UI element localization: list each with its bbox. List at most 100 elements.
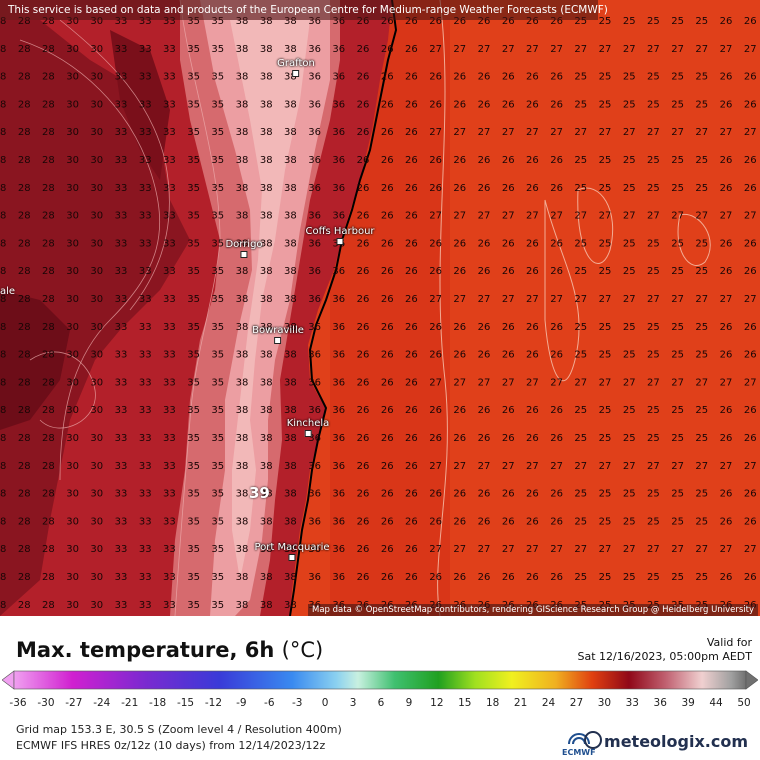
grid-temperature-value: 25 bbox=[647, 433, 660, 444]
city-dot-icon bbox=[274, 337, 282, 344]
grid-temperature-value: 38 bbox=[284, 266, 297, 277]
city-marker-bowraville[interactable]: Bowraville bbox=[252, 325, 304, 344]
scale-right-arrow-icon bbox=[745, 670, 758, 690]
grid-temperature-value: 27 bbox=[550, 544, 563, 555]
grid-temperature-value: 27 bbox=[550, 461, 563, 472]
grid-temperature-value: 30 bbox=[90, 16, 103, 27]
grid-temperature-value: 36 bbox=[308, 72, 321, 83]
grid-temperature-value: 38 bbox=[236, 266, 249, 277]
grid-temperature-value: 38 bbox=[284, 489, 297, 500]
grid-temperature-value: 36 bbox=[332, 72, 345, 83]
grid-temperature-value: 26 bbox=[381, 350, 394, 361]
grid-temperature-value: 26 bbox=[478, 238, 491, 249]
grid-temperature-value: 28 bbox=[42, 544, 55, 555]
grid-temperature-value: 27 bbox=[478, 294, 491, 305]
grid-temperature-value: 25 bbox=[695, 155, 708, 166]
city-marker-grafton[interactable]: Grafton bbox=[277, 58, 315, 77]
grid-temperature-value: 33 bbox=[163, 16, 176, 27]
grid-temperature-value: 26 bbox=[357, 489, 370, 500]
grid-temperature-value: 28 bbox=[0, 405, 6, 416]
city-marker-port-macquarie[interactable]: Port Macquarie bbox=[254, 542, 330, 561]
temperature-map[interactable]: 28 28 28 30 30 33 33 33 35 35 38 38 38 36 36 26 26 26 26 26… bbox=[0, 0, 760, 616]
grid-temperature-value: 38 bbox=[236, 294, 249, 305]
grid-temperature-value: 28 bbox=[42, 572, 55, 583]
grid-temperature-value: 26 bbox=[429, 572, 442, 583]
grid-temperature-value: 33 bbox=[163, 183, 176, 194]
grid-temperature-value: 25 bbox=[671, 183, 684, 194]
grid-temperature-value: 26 bbox=[405, 489, 418, 500]
grid-temperature-value: 26 bbox=[720, 322, 733, 333]
grid-temperature-value: 38 bbox=[284, 155, 297, 166]
meteologix-icon bbox=[584, 731, 603, 749]
grid-temperature-value: 26 bbox=[720, 72, 733, 83]
grid-temperature-value: 27 bbox=[623, 44, 636, 55]
grid-temperature-value: 26 bbox=[357, 433, 370, 444]
grid-temperature-value: 26 bbox=[405, 433, 418, 444]
grid-temperature-value: 28 bbox=[18, 99, 31, 110]
grid-temperature-value: 26 bbox=[550, 489, 563, 500]
city-marker-dorrigo[interactable]: Dorrigo bbox=[225, 239, 263, 258]
grid-temperature-value: 25 bbox=[695, 572, 708, 583]
grid-temperature-value: 30 bbox=[66, 572, 79, 583]
grid-temperature-value: 35 bbox=[187, 572, 200, 583]
grid-temperature-value: 25 bbox=[671, 238, 684, 249]
grid-temperature-value: 35 bbox=[211, 516, 224, 527]
grid-temperature-value: 26 bbox=[720, 350, 733, 361]
grid-temperature-value: 26 bbox=[744, 516, 757, 527]
grid-temperature-value: 33 bbox=[139, 127, 152, 138]
grid-temperature-value: 25 bbox=[623, 72, 636, 83]
valid-time[interactable]: Sat 12/16/2023, 05:00pm AEDT bbox=[577, 650, 753, 663]
grid-temperature-value: 33 bbox=[163, 572, 176, 583]
grid-temperature-value: 38 bbox=[260, 489, 273, 500]
grid-temperature-value: 33 bbox=[139, 572, 152, 583]
grid-temperature-value: 26 bbox=[405, 72, 418, 83]
grid-temperature-value: 38 bbox=[236, 377, 249, 388]
grid-temperature-value: 36 bbox=[308, 405, 321, 416]
grid-temperature-value: 38 bbox=[260, 544, 273, 555]
grid-temperature-value: 26 bbox=[381, 238, 394, 249]
grid-temperature-value: 30 bbox=[66, 266, 79, 277]
grid-temperature-value: 25 bbox=[623, 266, 636, 277]
grid-temperature-value: 27 bbox=[695, 294, 708, 305]
grid-temperature-value: 28 bbox=[18, 127, 31, 138]
grid-temperature-value: 26 bbox=[357, 572, 370, 583]
grid-temperature-value: 25 bbox=[599, 405, 612, 416]
grid-temperature-value: 36 bbox=[332, 155, 345, 166]
grid-temperature-value: 30 bbox=[66, 322, 79, 333]
scale-tick-label: 18 bbox=[486, 697, 500, 709]
grid-temperature-value: 38 bbox=[236, 516, 249, 527]
grid-temperature-value: 28 bbox=[18, 183, 31, 194]
grid-temperature-value: 26 bbox=[357, 127, 370, 138]
inland-darkest bbox=[0, 290, 70, 430]
grid-temperature-value: 25 bbox=[599, 350, 612, 361]
meteologix-logo[interactable]: meteologix.com bbox=[584, 731, 748, 751]
scale-tick-label: -36 bbox=[9, 697, 27, 709]
grid-temperature-value: 35 bbox=[187, 544, 200, 555]
city-marker-kinchela[interactable]: Kinchela bbox=[287, 418, 329, 437]
grid-temperature-value: 26 bbox=[720, 433, 733, 444]
grid-temperature-value: 38 bbox=[284, 350, 297, 361]
grid-temperature-value: 27 bbox=[695, 544, 708, 555]
grid-temperature-value: 27 bbox=[526, 127, 539, 138]
grid-temperature-value: 26 bbox=[550, 155, 563, 166]
city-marker-coffs-harbour[interactable]: Coffs Harbour bbox=[305, 226, 375, 245]
grid-temperature-value: 38 bbox=[284, 294, 297, 305]
grid-temperature-value: 33 bbox=[163, 72, 176, 83]
grid-temperature-value: 36 bbox=[332, 322, 345, 333]
grid-temperature-value: 27 bbox=[599, 377, 612, 388]
grid-temperature-value: 35 bbox=[187, 99, 200, 110]
grid-temperature-value: 33 bbox=[163, 238, 176, 249]
scale-tick-label: -27 bbox=[65, 697, 83, 709]
grid-temperature-value: 26 bbox=[744, 183, 757, 194]
grid-temperature-value: 36 bbox=[332, 516, 345, 527]
grid-temperature-value: 36 bbox=[332, 127, 345, 138]
grid-temperature-value: 26 bbox=[526, 572, 539, 583]
grid-temperature-value: 26 bbox=[381, 433, 394, 444]
grid-temperature-value: 28 bbox=[42, 127, 55, 138]
grid-temperature-value: 26 bbox=[381, 572, 394, 583]
city-label: Port Macquarie bbox=[254, 542, 330, 553]
grid-temperature-value: 36 bbox=[308, 183, 321, 194]
grid-temperature-value: 30 bbox=[90, 155, 103, 166]
grid-temperature-value: 26 bbox=[502, 99, 515, 110]
grid-temperature-value: 30 bbox=[90, 99, 103, 110]
